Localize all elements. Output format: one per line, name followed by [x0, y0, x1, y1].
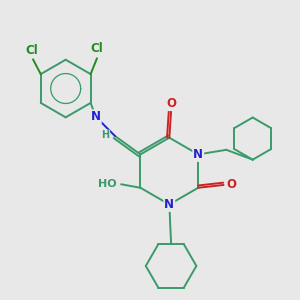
- Text: O: O: [226, 178, 236, 191]
- Text: N: N: [193, 148, 203, 161]
- Text: N: N: [164, 198, 174, 211]
- Text: N: N: [91, 110, 101, 123]
- Text: Cl: Cl: [91, 42, 103, 55]
- Text: Cl: Cl: [26, 44, 38, 57]
- Text: HO: HO: [98, 179, 117, 189]
- Text: H: H: [101, 130, 110, 140]
- Text: O: O: [166, 97, 176, 110]
